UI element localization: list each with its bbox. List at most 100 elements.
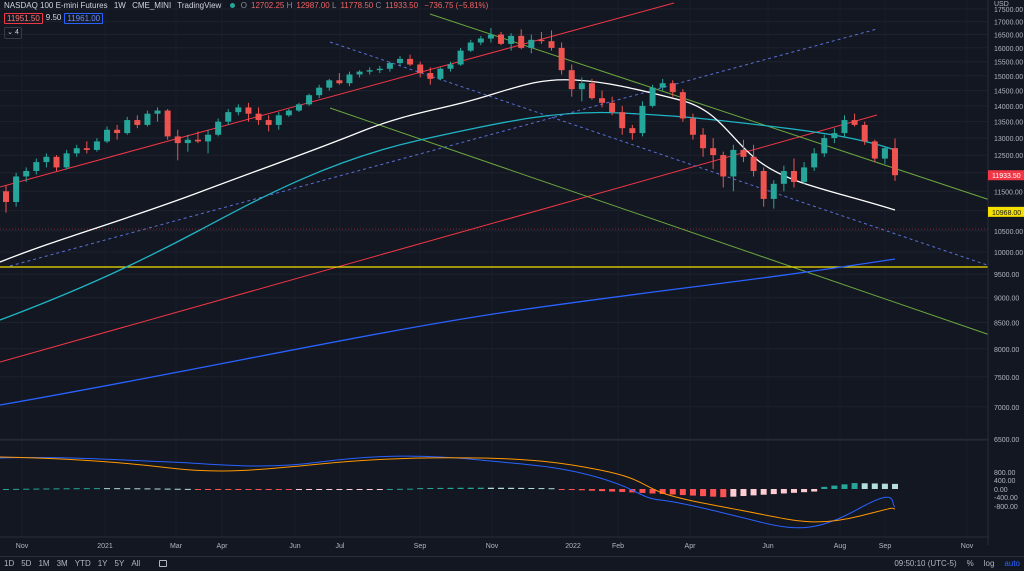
candle-body — [255, 113, 262, 121]
tf-1y[interactable]: 1Y — [97, 559, 108, 568]
sell-button[interactable]: 11951.50 — [4, 12, 43, 24]
tf-all[interactable]: All — [131, 559, 141, 568]
macd-histogram-bar — [114, 488, 121, 490]
macd-histogram-bar — [104, 488, 111, 490]
candle-body — [487, 34, 494, 39]
tf-1d[interactable]: 1D — [4, 559, 15, 568]
macd-histogram-bar — [619, 489, 626, 492]
price-tick-label: 6500.00 — [994, 437, 1019, 444]
macd-histogram-bar — [639, 489, 646, 493]
candle-body — [275, 115, 282, 125]
candle-body — [477, 38, 484, 43]
macd-histogram-bar — [184, 488, 191, 490]
macd-histogram — [3, 483, 898, 498]
candle-body — [518, 35, 525, 48]
tf-5y[interactable]: 5Y — [114, 559, 125, 568]
candle-body — [306, 95, 313, 105]
candle-body — [811, 153, 818, 168]
macd-histogram-bar — [841, 484, 848, 489]
candle-body — [73, 148, 80, 154]
candlestick-series — [3, 28, 898, 213]
market-status-icon — [229, 3, 235, 9]
candle-body — [164, 110, 171, 137]
auto-toggle[interactable]: auto — [1004, 559, 1020, 568]
macd-histogram-bar — [144, 488, 151, 490]
candle-body — [114, 129, 121, 134]
candle-body — [720, 155, 727, 177]
clock-readout[interactable]: 09:50:10 (UTC-5) — [894, 559, 957, 568]
tf-3m[interactable]: 3M — [56, 559, 68, 568]
macd-tick-label: 400.00 — [994, 478, 1016, 485]
candle-body — [609, 102, 616, 113]
macd-tick-label: -400.00 — [994, 495, 1018, 502]
time-axis[interactable]: Nov 2021 Mar Apr Jun Jul Sep Nov 2022 Feb Apr Jun Au… — [0, 536, 988, 550]
candle-body — [558, 47, 565, 71]
candle-body — [245, 107, 252, 114]
macd-histogram-bar — [548, 488, 555, 490]
green-channel-lower — [329, 107, 991, 336]
candle-body — [821, 138, 828, 154]
price-tick-label: 16500.00 — [994, 33, 1023, 40]
macd-histogram-bar — [346, 489, 353, 490]
time-tick-label: Jul — [336, 543, 345, 550]
macd-histogram-bar — [447, 487, 454, 489]
trend-channels — [0, 2, 991, 363]
macd-pane — [0, 439, 1024, 529]
candle-body — [93, 141, 100, 150]
macd-histogram-bar — [760, 489, 767, 495]
candle-body — [437, 68, 444, 79]
macd-histogram-bar — [881, 483, 888, 489]
candle-body — [63, 153, 70, 168]
macd-histogram-bar — [285, 489, 292, 490]
indicators-toggle[interactable]: ⌄ 4 — [4, 27, 22, 39]
candle-body — [43, 156, 50, 163]
candle-body — [265, 120, 272, 125]
candle-body — [881, 148, 888, 159]
candle-body — [871, 141, 878, 159]
candle-body — [689, 118, 696, 135]
macd-histogram-bar — [588, 489, 595, 491]
tf-5d[interactable]: 5D — [21, 559, 32, 568]
macd-histogram-bar — [356, 489, 363, 490]
change-readout: −736.75 (−5.81%) — [424, 1, 489, 10]
macd-histogram-bar — [255, 489, 262, 490]
candle-body — [780, 171, 787, 184]
time-tick-label: Apr — [685, 543, 697, 550]
interval-label[interactable]: 1W — [113, 1, 126, 10]
price-tick-label: 7000.00 — [994, 405, 1019, 412]
macd-histogram-bar — [801, 489, 808, 493]
calendar-icon[interactable] — [159, 560, 167, 567]
macd-histogram-bar — [174, 488, 181, 490]
macd-histogram-bar — [326, 489, 333, 490]
candle-body — [104, 129, 111, 142]
macd-histogram-bar — [861, 483, 868, 489]
candle-body — [750, 156, 757, 172]
time-tick-label: Mar — [170, 543, 183, 550]
buy-button[interactable]: 11961.00 — [64, 12, 104, 24]
tf-1m[interactable]: 1M — [38, 559, 50, 568]
candle-body — [760, 171, 767, 199]
macd-histogram-bar — [164, 488, 171, 490]
candle-body — [407, 58, 414, 65]
macd-histogram-bar — [659, 489, 666, 494]
time-tick-label: Nov — [961, 543, 974, 550]
macd-histogram-bar — [558, 489, 565, 490]
macd-histogram-bar — [417, 488, 424, 490]
macd-histogram-bar — [43, 488, 50, 490]
time-tick-label: Nov — [16, 543, 29, 550]
signal-line — [0, 456, 896, 523]
red-channel-upper — [0, 2, 675, 188]
percent-toggle[interactable]: % — [966, 559, 974, 568]
log-toggle[interactable]: log — [983, 559, 995, 568]
candle-body — [548, 41, 555, 48]
candle-body — [588, 83, 595, 99]
candle-body — [386, 63, 393, 69]
candle-body — [851, 120, 858, 125]
macd-histogram-bar — [609, 489, 616, 492]
tf-ytd[interactable]: YTD — [74, 559, 91, 568]
price-tick-label: 9500.00 — [994, 272, 1019, 279]
price-tick-label: 13500.00 — [994, 120, 1023, 127]
ohlc-readout: O 12702.25 H 12987.00 L 11778.50 C 11933.50 — [240, 1, 419, 10]
